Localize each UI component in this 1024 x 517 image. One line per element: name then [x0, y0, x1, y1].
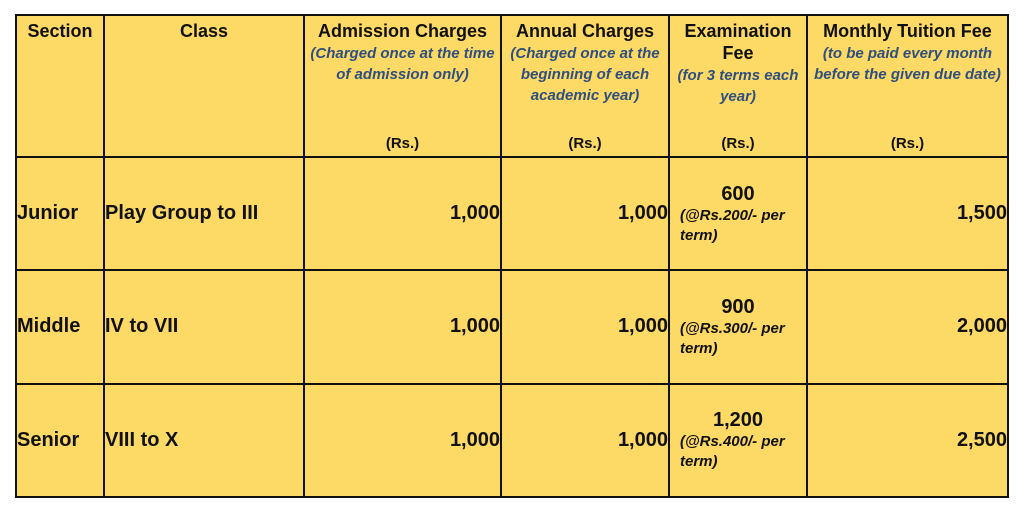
header-section-title: Section — [27, 21, 93, 41]
monthly-cell: 2,000 — [806, 269, 1009, 385]
header-monthly-unit: (Rs.) — [890, 135, 925, 152]
fee-structure-table: Section Class Admission Charges (Charged… — [15, 14, 1009, 499]
annual-cell: 1,000 — [500, 155, 670, 272]
annual-cell: 1,000 — [500, 269, 670, 385]
header-annual-unit: (Rs.) — [568, 135, 602, 152]
class-cell: IV to VII — [103, 269, 305, 385]
header-monthly: Monthly Tuition Fee (to be paid every mo… — [806, 14, 1009, 158]
exam-note: (@Rs.200/- per term) — [680, 206, 785, 244]
header-section: Section — [15, 14, 105, 158]
admission-cell: 1,000 — [303, 382, 502, 499]
header-class: Class — [103, 14, 305, 158]
header-row: Section Class Admission Charges (Charged… — [15, 14, 1009, 158]
header-exam-title: Examination Fee — [684, 21, 792, 63]
exam-cell: 1,200 (@Rs.400/- per term) — [668, 382, 808, 499]
exam-cell: 600 (@Rs.200/- per term) — [668, 155, 808, 272]
header-annual-note: (Charged once at the beginning of each a… — [510, 45, 660, 104]
exam-cell: 900 (@Rs.300/- per term) — [668, 269, 808, 385]
header-exam: Examination Fee (for 3 terms each year) … — [668, 14, 808, 158]
header-admission-unit: (Rs.) — [385, 135, 420, 152]
annual-cell: 1,000 — [500, 382, 670, 499]
section-cell: Middle — [15, 269, 105, 385]
class-cell: Play Group to III — [103, 155, 305, 272]
table-row: Junior Play Group to III 1,000 1,000 600… — [15, 155, 1009, 272]
header-class-title: Class — [179, 21, 229, 41]
exam-amount: 900 — [721, 295, 755, 318]
admission-cell: 1,000 — [303, 269, 502, 385]
exam-amount: 600 — [721, 182, 755, 205]
header-monthly-note: (to be paid every month before the given… — [814, 45, 1001, 83]
header-exam-note: (for 3 terms each year) — [677, 67, 799, 105]
header-annual: Annual Charges (Charged once at the begi… — [500, 14, 670, 158]
header-admission: Admission Charges (Charged once at the t… — [303, 14, 502, 158]
table-row: Senior VIII to X 1,000 1,000 1,200 (@Rs.… — [15, 382, 1009, 499]
header-admission-title: Admission Charges — [317, 21, 488, 41]
exam-note: (@Rs.300/- per term) — [680, 319, 785, 357]
exam-note: (@Rs.400/- per term) — [680, 433, 785, 471]
admission-cell: 1,000 — [303, 155, 502, 272]
monthly-cell: 2,500 — [806, 382, 1009, 499]
section-cell: Senior — [15, 382, 105, 499]
section-cell: Junior — [15, 155, 105, 272]
header-admission-note: (Charged once at the time of admission o… — [310, 45, 495, 83]
header-exam-unit: (Rs.) — [721, 135, 755, 152]
class-cell: VIII to X — [103, 382, 305, 499]
table-row: Middle IV to VII 1,000 1,000 900 (@Rs.30… — [15, 269, 1009, 385]
header-monthly-title: Monthly Tuition Fee — [823, 21, 992, 41]
header-annual-title: Annual Charges — [515, 21, 655, 41]
exam-amount: 1,200 — [712, 409, 764, 432]
monthly-cell: 1,500 — [806, 155, 1009, 272]
